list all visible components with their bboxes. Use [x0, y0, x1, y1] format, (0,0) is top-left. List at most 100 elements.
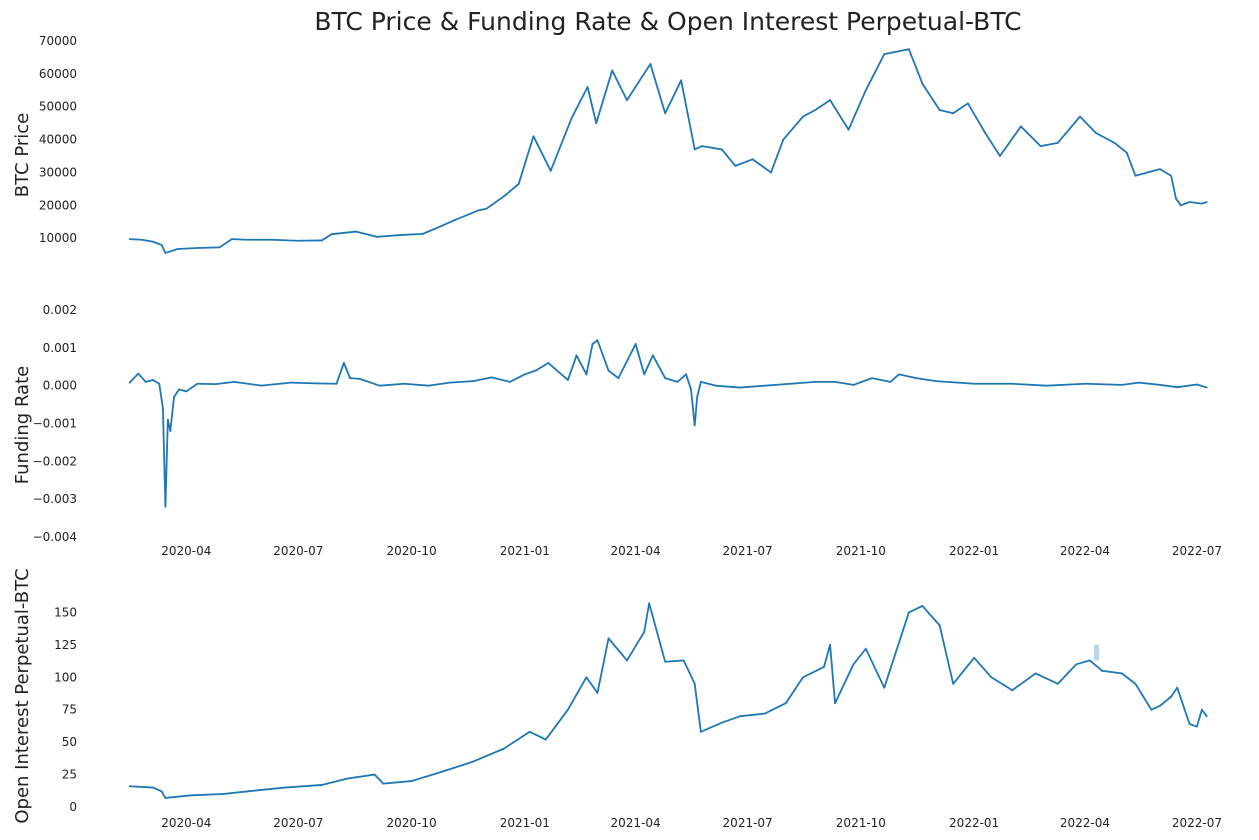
x-tick-label: 2022-04: [1060, 816, 1110, 830]
funding-line-segment: [685, 373, 692, 391]
oi-line-segment: [938, 624, 955, 685]
oi-line-segment: [699, 721, 723, 733]
oi-y-tick-label: 75: [62, 703, 77, 717]
price-line-segment: [921, 82, 941, 111]
funding-line-segment: [1196, 383, 1208, 389]
price-line-segment: [230, 238, 248, 241]
price-line-segment: [1125, 151, 1137, 177]
oi-line-segment: [440, 760, 475, 773]
funding-line-segment: [128, 372, 140, 384]
price-line-segment: [847, 89, 867, 131]
funding-line-segment: [523, 369, 537, 376]
funding-line-segment: [335, 362, 345, 385]
funding-line-segment: [693, 396, 699, 427]
funding-line-segment: [472, 376, 493, 383]
funding-line-segment: [342, 362, 351, 380]
funding-line-segment: [591, 339, 599, 345]
funding-line-segment: [643, 354, 654, 376]
oi-line-segment: [829, 643, 836, 705]
price-line-segment: [586, 86, 598, 125]
price-line-segment: [829, 99, 850, 131]
funding-line-segment: [1159, 384, 1179, 389]
funding-line-segment: [575, 354, 588, 376]
oi-yticks: 0 25 50 75 100 125 150: [54, 605, 77, 814]
price-line-segment: [1095, 132, 1116, 144]
price-y-tick-label: 60000: [39, 67, 77, 81]
funding-line-segment: [898, 373, 918, 380]
x-tick-label: 2020-04: [161, 816, 211, 830]
x-tick-label: 2021-07: [723, 816, 773, 830]
oi-line-segment: [410, 771, 443, 782]
oi-line-segment: [607, 637, 628, 662]
oi-line-segment: [802, 666, 825, 679]
funding-line-segment: [233, 380, 263, 387]
funding-y-tick-label: −0.002: [33, 454, 77, 468]
oi-line-segment: [648, 602, 667, 663]
price-line-segment: [751, 158, 772, 174]
oi-line-segment: [1056, 663, 1078, 685]
funding-line-segment: [158, 382, 164, 410]
price-line-segment: [320, 233, 333, 242]
oi-line-segment: [596, 637, 610, 694]
funding-line-segment: [585, 343, 594, 376]
oi-line-segment: [834, 663, 855, 705]
price-line-segment: [693, 145, 703, 151]
x-tick-label: 2022-07: [1172, 544, 1222, 558]
oi-line-segment: [682, 659, 696, 685]
funding-line-segment: [696, 380, 702, 398]
funding-line-segment: [1045, 382, 1086, 387]
x-tick-label: 2020-07: [273, 816, 323, 830]
price-line-segment: [570, 86, 589, 120]
funding-line-segment: [427, 381, 451, 387]
price-y-tick-label: 70000: [39, 34, 77, 48]
oi-line-segment: [664, 659, 685, 663]
oi-line-segment: [544, 708, 569, 741]
oi-y-tick-label: 125: [54, 638, 77, 652]
x-tick-label: 2021-04: [611, 544, 661, 558]
funding-line-segment: [214, 380, 236, 386]
funding-line-segment: [651, 354, 667, 380]
price-line-segment: [1200, 201, 1208, 205]
price-line-segment: [1188, 201, 1203, 205]
oi-y-tick-label: 100: [54, 670, 77, 684]
funding-y-tick-label: −0.004: [33, 530, 77, 544]
oi-line-segment: [164, 794, 193, 799]
price-line-segment: [477, 207, 488, 212]
funding-line-segment: [547, 362, 569, 381]
funding-y-tick-label: −0.003: [33, 492, 77, 506]
funding-line-segment: [403, 382, 430, 387]
price-line-segment: [1159, 168, 1172, 177]
price-y-tick-label: 10000: [39, 231, 77, 245]
oi-line-segment: [567, 676, 588, 711]
price-line-segment: [1039, 141, 1059, 148]
price-line-segment: [1175, 197, 1182, 207]
oi-line-segment: [952, 656, 976, 685]
x-tick-label: 2020-10: [387, 816, 437, 830]
x-tick-label: 2021-01: [500, 544, 550, 558]
price-line-segment: [421, 227, 438, 235]
oi-y-tick-label: 50: [62, 735, 77, 749]
oi-line-segment: [346, 773, 376, 780]
price-line-segment: [1113, 141, 1128, 154]
price-line-segment: [595, 69, 614, 125]
funding-line-segment: [178, 388, 188, 393]
funding-line-segment: [1084, 382, 1123, 386]
oi-line-segment: [864, 647, 886, 689]
oi-line-segment: [190, 793, 225, 797]
funding-yticks: 0.002 0.001 0.000 −0.001 −0.002 −0.003 −0.004: [33, 303, 77, 544]
oi-line-segment: [1011, 672, 1037, 692]
x-tick-label: 2021-01: [500, 816, 550, 830]
oi-line-segment: [1159, 695, 1172, 707]
oi-line-segment: [739, 712, 766, 718]
funding-y-tick-label: 0.001: [43, 341, 77, 355]
oi-line-segment: [763, 702, 787, 715]
funding-line-segment: [358, 377, 381, 387]
funding-line-segment: [634, 343, 646, 376]
price-line-segment: [611, 69, 628, 102]
funding-line-segment: [567, 354, 578, 381]
oi-line-segment: [643, 602, 651, 633]
funding-line-segment: [290, 381, 317, 385]
oi-line-segment: [222, 790, 248, 795]
price-y-tick-label: 40000: [39, 133, 77, 147]
x-tick-label: 2022-01: [949, 816, 999, 830]
